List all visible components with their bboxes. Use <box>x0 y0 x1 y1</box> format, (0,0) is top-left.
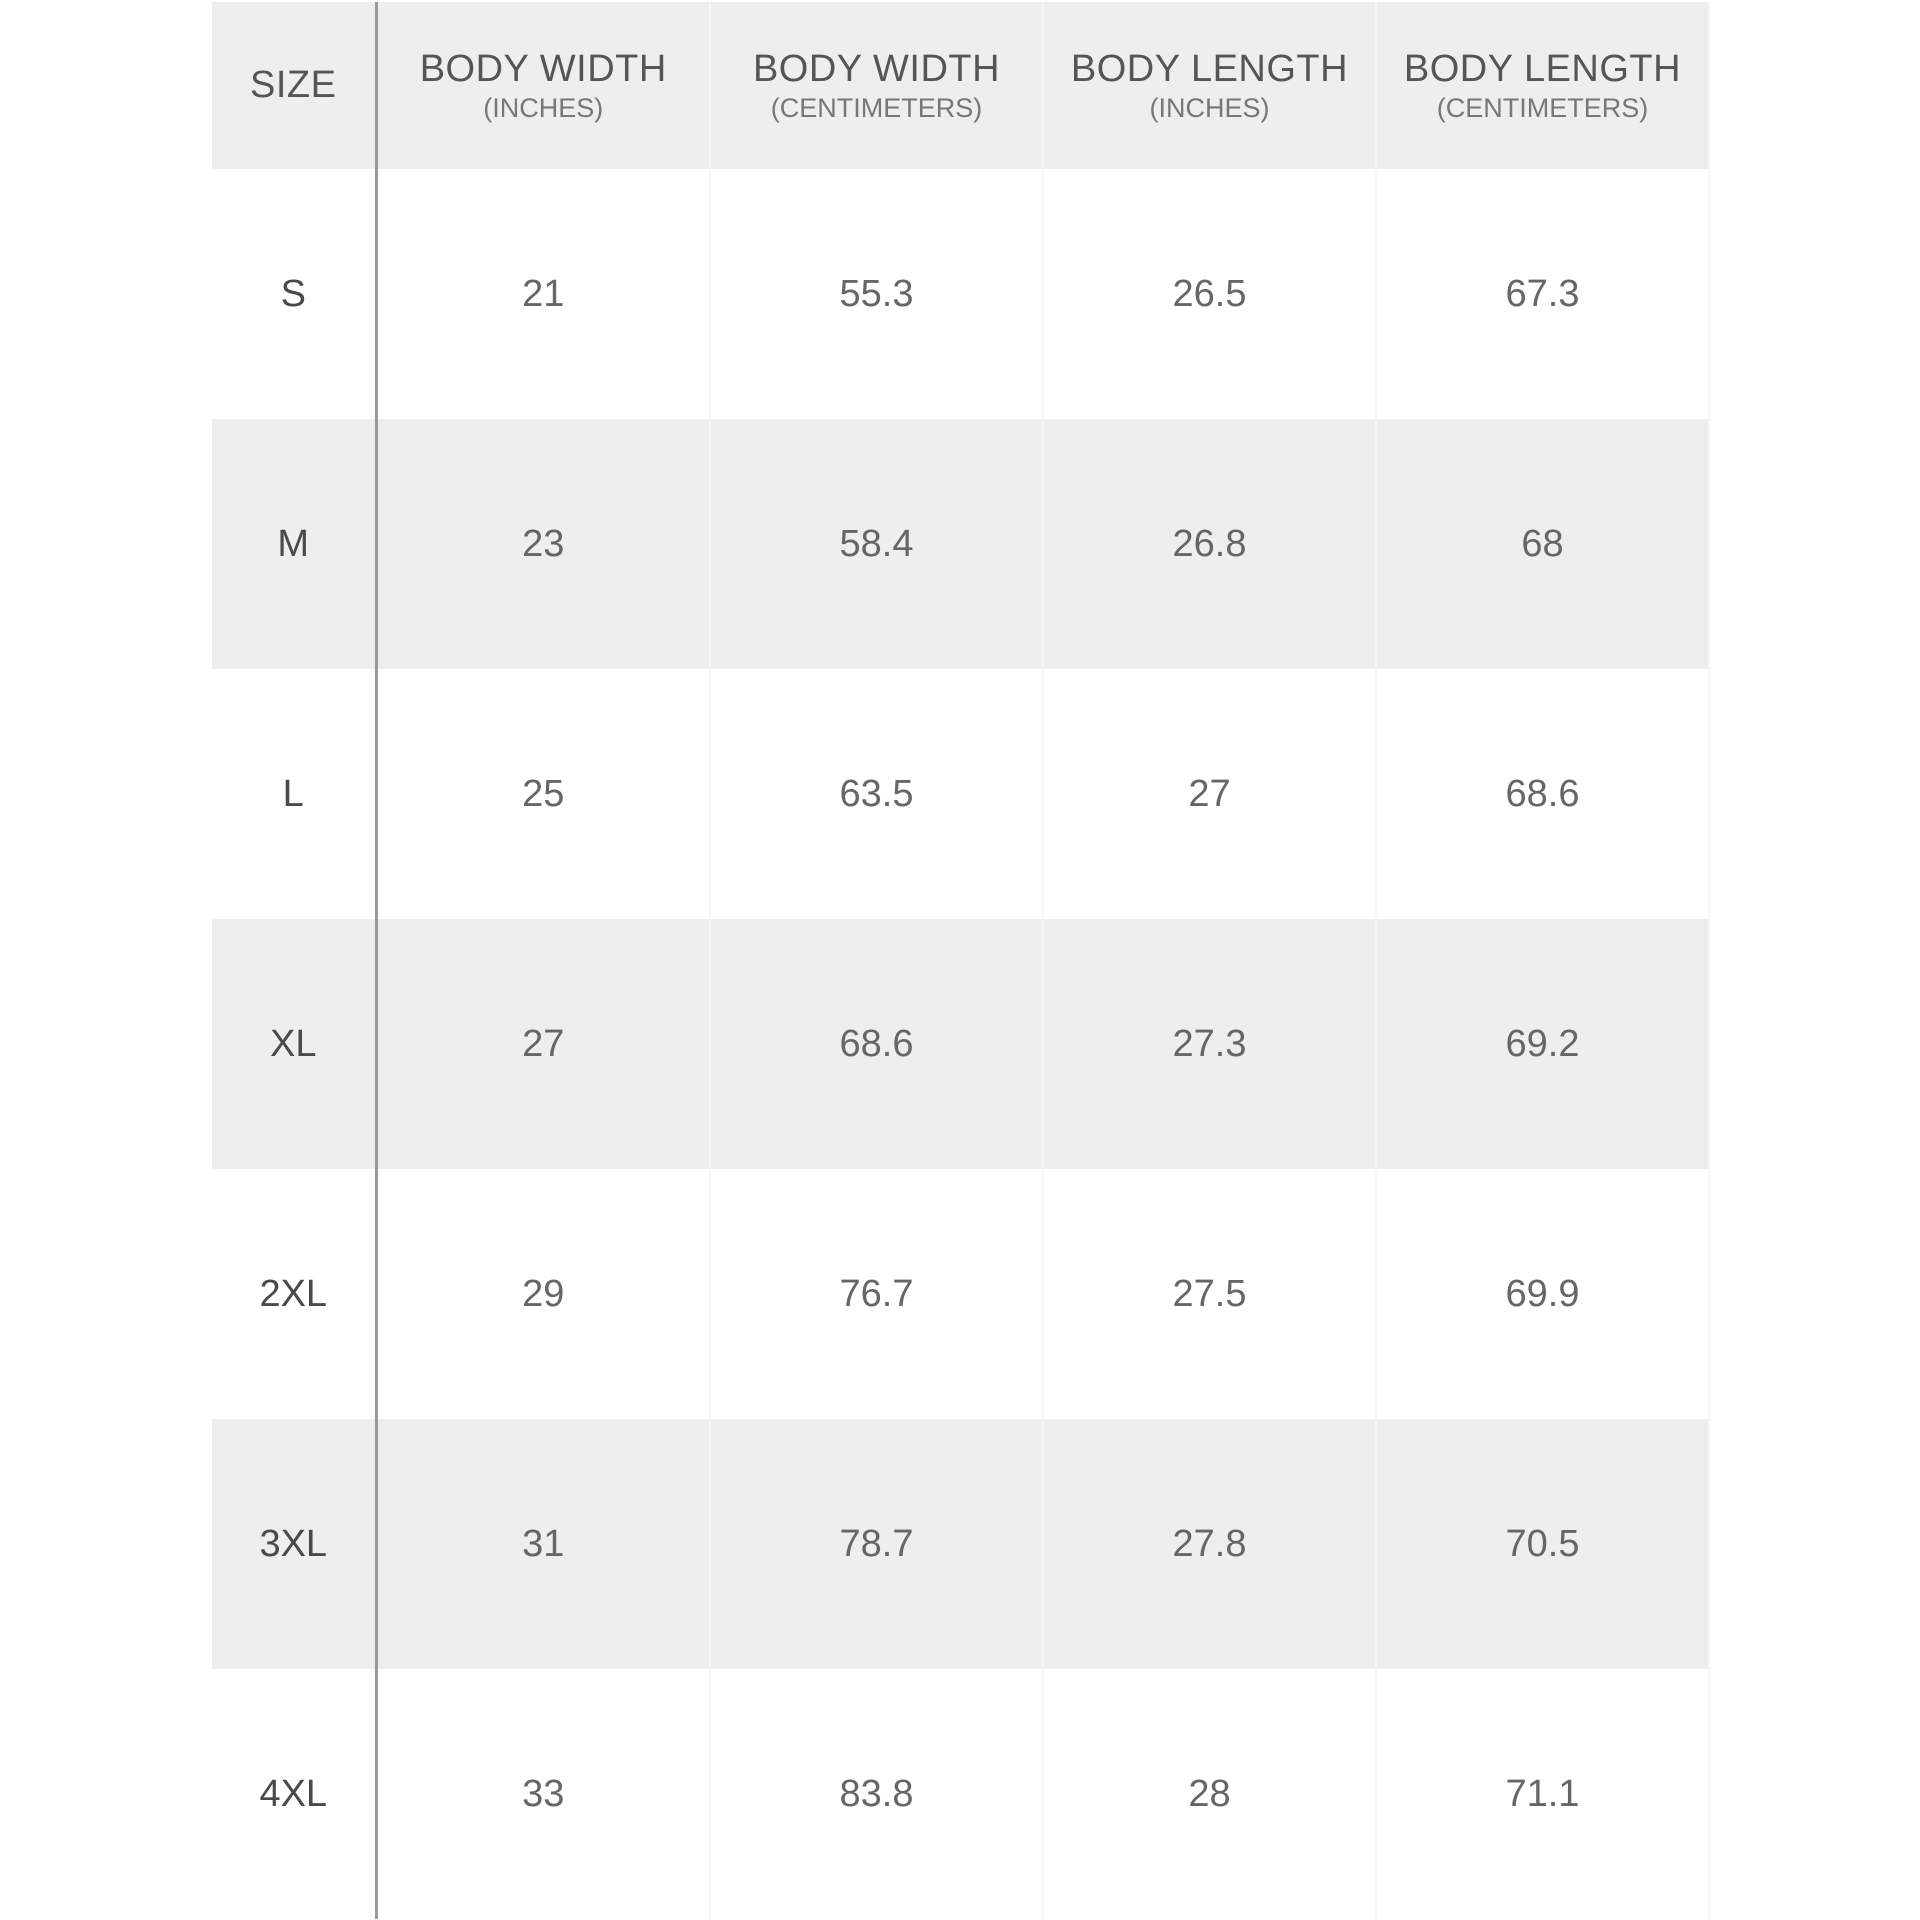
cell-body-width-inches: 31 <box>376 1419 711 1669</box>
cell-body-length-cm: 71.1 <box>1376 1669 1710 1919</box>
header-title: BODY WIDTH <box>752 47 1001 90</box>
header-title: SIZE <box>250 64 337 106</box>
header-unit: (INCHES) <box>483 92 604 123</box>
header-body-width-cm: BODY WIDTH (CENTIMETERS) <box>710 2 1044 169</box>
header-body-length-inches: BODY LENGTH (INCHES) <box>1043 2 1377 169</box>
cell-body-length-inches: 26.5 <box>1043 169 1377 419</box>
header-size: SIZE <box>212 2 378 169</box>
size-chart-table: SIZE BODY WIDTH (INCHES) BODY WIDTH (CENTI… <box>212 2 1710 1919</box>
cell-size: XL <box>212 919 378 1169</box>
cell-size: 4XL <box>212 1669 378 1919</box>
table-row: L 25 63.5 27 68.6 <box>212 669 1710 919</box>
cell-body-width-cm: 55.3 <box>710 169 1044 419</box>
cell-body-length-inches: 27 <box>1043 669 1377 919</box>
cell-body-length-cm: 70.5 <box>1376 1419 1710 1669</box>
table-row: M 23 58.4 26.8 68 <box>212 419 1710 669</box>
cell-body-width-inches: 29 <box>376 1169 711 1419</box>
cell-body-length-inches: 27.3 <box>1043 919 1377 1169</box>
cell-size: S <box>212 169 378 419</box>
cell-body-length-cm: 68 <box>1376 419 1710 669</box>
cell-body-length-cm: 68.6 <box>1376 669 1710 919</box>
cell-body-length-inches: 26.8 <box>1043 419 1377 669</box>
cell-body-length-inches: 27.5 <box>1043 1169 1377 1419</box>
cell-body-width-inches: 33 <box>376 1669 711 1919</box>
header-title: BODY LENGTH <box>1403 47 1682 90</box>
cell-body-width-cm: 68.6 <box>710 919 1044 1169</box>
header-unit: (CENTIMETERS) <box>770 92 983 123</box>
cell-size: L <box>212 669 378 919</box>
cell-body-width-inches: 21 <box>376 169 711 419</box>
table-row: S 21 55.3 26.5 67.3 <box>212 169 1710 419</box>
header-title: BODY LENGTH <box>1070 47 1349 90</box>
cell-body-length-cm: 69.9 <box>1376 1169 1710 1419</box>
cell-body-length-inches: 28 <box>1043 1669 1377 1919</box>
header-unit: (CENTIMETERS) <box>1436 92 1649 123</box>
cell-body-width-inches: 25 <box>376 669 711 919</box>
header-body-width-inches: BODY WIDTH (INCHES) <box>376 2 711 169</box>
header-body-length-cm: BODY LENGTH (CENTIMETERS) <box>1376 2 1710 169</box>
header-title: BODY WIDTH <box>419 47 667 90</box>
table-row: 3XL 31 78.7 27.8 70.5 <box>212 1419 1710 1669</box>
cell-size: 2XL <box>212 1169 378 1419</box>
header-unit: (INCHES) <box>1149 92 1270 123</box>
cell-body-length-cm: 67.3 <box>1376 169 1710 419</box>
cell-body-width-cm: 78.7 <box>710 1419 1044 1669</box>
cell-body-width-cm: 63.5 <box>710 669 1044 919</box>
cell-body-length-inches: 27.8 <box>1043 1419 1377 1669</box>
table-row: 4XL 33 83.8 28 71.1 <box>212 1669 1710 1919</box>
header-row: SIZE BODY WIDTH (INCHES) BODY WIDTH (CENTI… <box>212 2 1710 169</box>
cell-body-width-cm: 76.7 <box>710 1169 1044 1419</box>
cell-body-width-inches: 23 <box>376 419 711 669</box>
cell-body-width-inches: 27 <box>376 919 711 1169</box>
cell-body-length-cm: 69.2 <box>1376 919 1710 1169</box>
cell-body-width-cm: 58.4 <box>710 419 1044 669</box>
table-row: XL 27 68.6 27.3 69.2 <box>212 919 1710 1169</box>
cell-body-width-cm: 83.8 <box>710 1669 1044 1919</box>
cell-size: 3XL <box>212 1419 378 1669</box>
cell-size: M <box>212 419 378 669</box>
table-row: 2XL 29 76.7 27.5 69.9 <box>212 1169 1710 1419</box>
